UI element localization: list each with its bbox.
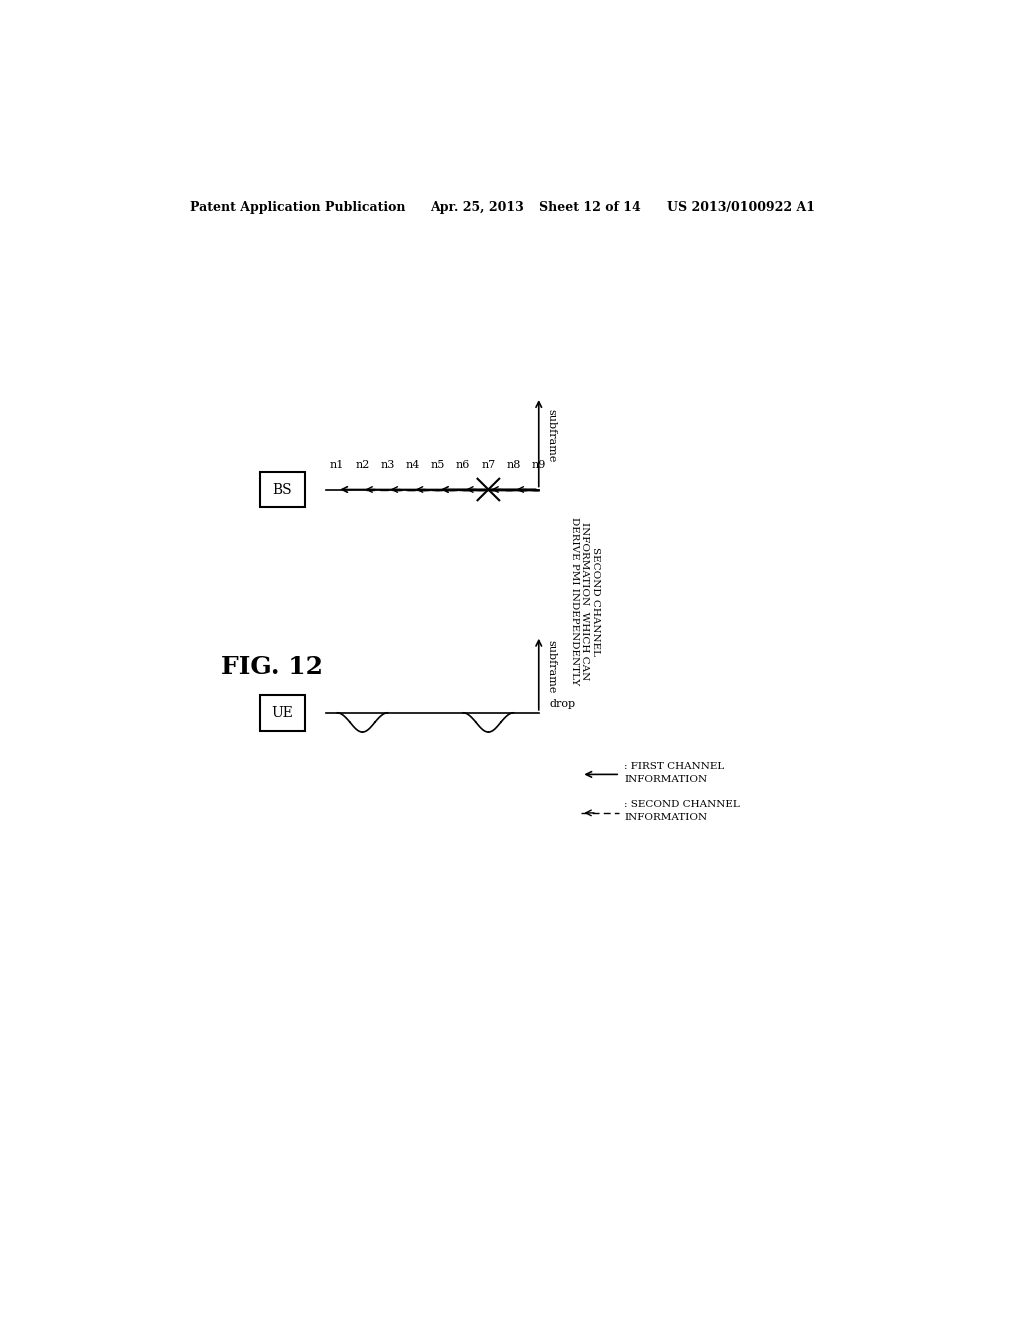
Text: n9: n9 [531,461,546,470]
Text: SECOND CHANNEL
INFORMATION  WHICH CAN
DERIVE PMI INDEPENDENTLY: SECOND CHANNEL INFORMATION WHICH CAN DER… [569,517,599,685]
Text: Apr. 25, 2013: Apr. 25, 2013 [430,201,524,214]
Text: INFORMATION: INFORMATION [624,775,708,784]
Text: Sheet 12 of 14: Sheet 12 of 14 [539,201,640,214]
Text: : FIRST CHANNEL: : FIRST CHANNEL [624,762,724,771]
Text: n7: n7 [481,461,496,470]
Text: FIG. 12: FIG. 12 [221,655,323,678]
Text: n1: n1 [330,461,344,470]
Text: UE: UE [271,706,293,719]
Text: subframe: subframe [547,640,556,693]
Text: n5: n5 [431,461,445,470]
Text: n8: n8 [507,461,521,470]
Text: Patent Application Publication: Patent Application Publication [190,201,406,214]
Text: INFORMATION: INFORMATION [624,813,708,822]
Text: : SECOND CHANNEL: : SECOND CHANNEL [624,800,739,809]
Text: n2: n2 [355,461,370,470]
Text: subframe: subframe [547,409,556,462]
Bar [260,696,305,730]
Text: n3: n3 [381,461,395,470]
Text: BS: BS [272,483,292,496]
Text: n6: n6 [456,461,470,470]
Text: US 2013/0100922 A1: US 2013/0100922 A1 [667,201,815,214]
Text: n4: n4 [406,461,420,470]
Text: drop: drop [550,700,575,709]
Bar [260,471,305,507]
